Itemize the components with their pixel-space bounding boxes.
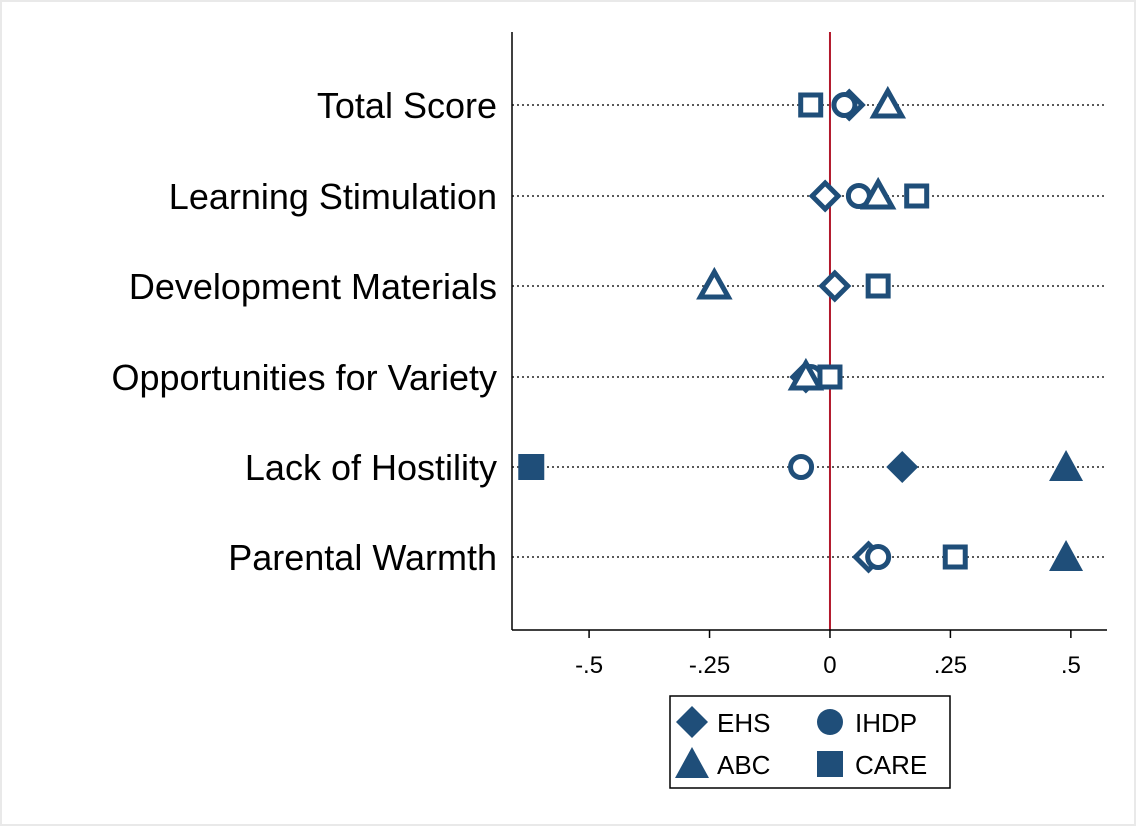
x-tick-label: .5 [1061,652,1081,679]
care-point [865,273,891,299]
category-label: Learning Stimulation [169,176,497,217]
legend: EHS IHDP ABC CARE [669,695,951,789]
category-label: Development Materials [129,266,497,307]
ehs-legend-icon [676,706,708,738]
x-tick-label: -.5 [575,652,603,679]
ihdp-point [865,544,892,570]
x-tick-label: 0 [823,652,836,679]
x-tick-label: -.25 [689,652,730,679]
x-tick-label: .25 [934,652,967,679]
abc-point [1049,450,1084,481]
care-point [798,92,824,118]
grid-lines [512,104,1107,558]
ehs-point [818,269,852,303]
category-labels: Total Score Learning Stimulation Developme… [111,85,497,578]
x-tick-labels: -.5 -.25 0 .25 .5 [575,630,1081,679]
axes [511,32,1107,631]
care-point [817,364,843,390]
ihdp-point [831,92,858,118]
abc-legend-icon [675,747,709,778]
category-label: Total Score [317,85,497,126]
data-points [518,85,1084,574]
ihdp-legend-icon [817,709,843,735]
ehs-point [886,451,919,483]
abc-point [1049,540,1084,571]
ihdp-point [788,454,815,480]
legend-label: CARE [855,750,927,780]
care-point [942,544,968,570]
care-point [518,454,545,480]
category-label: Opportunities for Variety [111,357,497,398]
abc-point [696,266,733,300]
care-legend-icon [817,751,843,777]
legend-label: IHDP [855,708,917,738]
category-label: Parental Warmth [228,537,497,578]
category-label: Lack of Hostility [245,447,497,488]
care-point [904,183,930,209]
abc-point [869,85,907,119]
ehs-point [808,179,842,213]
legend-label: EHS [717,708,770,738]
legend-box [669,695,951,789]
abc-point [787,357,825,391]
legend-label: ABC [717,750,770,780]
abc-point [859,176,897,210]
